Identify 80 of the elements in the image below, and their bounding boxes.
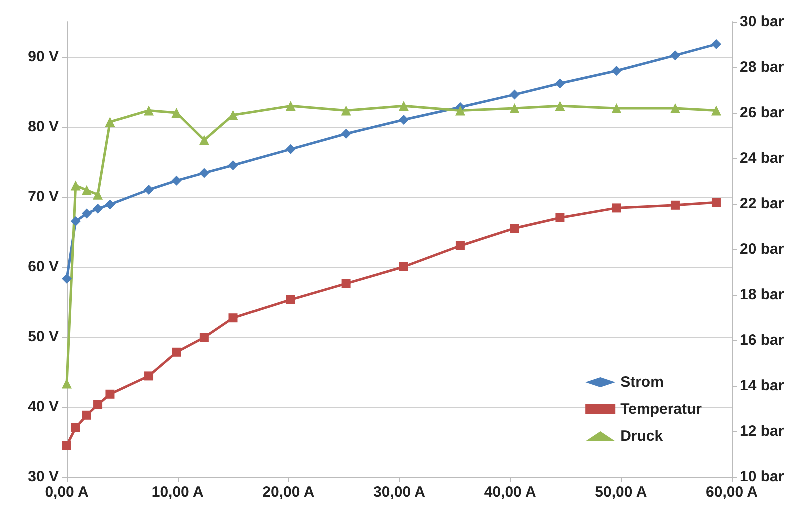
legend-label: Temperatur xyxy=(620,401,702,418)
y-tick-label: 30 V xyxy=(28,468,59,486)
point xyxy=(228,110,238,120)
y2-tick-label: 14 bar xyxy=(740,378,784,394)
point xyxy=(510,224,520,233)
point xyxy=(199,135,210,146)
point xyxy=(399,262,408,272)
y2-tick-label: 18 bar xyxy=(740,286,784,304)
y2-tick-label: 20 bar xyxy=(740,241,784,258)
x-tick-label: 50,00 A xyxy=(595,484,648,501)
point xyxy=(106,390,115,399)
y-tick-label: 50 V xyxy=(28,328,59,346)
x-tick-label: 60,00 A xyxy=(706,484,758,501)
y-tick-label: 90 V xyxy=(28,48,59,66)
y2-tick-label: 16 bar xyxy=(740,332,784,349)
point xyxy=(398,101,409,112)
y2-tick-label: 12 bar xyxy=(740,423,784,440)
point xyxy=(82,185,92,196)
point xyxy=(144,185,154,195)
y2-tick-label: 26 bar xyxy=(740,104,784,122)
point xyxy=(82,410,92,420)
point xyxy=(455,106,466,116)
point xyxy=(172,176,182,186)
point xyxy=(172,108,182,118)
point xyxy=(510,103,520,114)
point xyxy=(94,400,103,410)
point xyxy=(612,204,622,213)
point xyxy=(556,214,565,222)
point xyxy=(286,144,296,154)
y2-tick-label: 30 bar xyxy=(740,14,784,30)
x-tick-label: 10,00 A xyxy=(152,484,204,501)
point xyxy=(712,198,721,208)
point xyxy=(105,117,116,128)
y2-tick-label: 22 bar xyxy=(740,196,784,212)
point xyxy=(711,106,722,116)
point xyxy=(286,101,296,112)
point xyxy=(398,115,409,125)
point xyxy=(228,160,238,170)
point xyxy=(62,441,72,450)
y-tick-label: 70 V xyxy=(28,188,59,206)
x-tick-label: 30,00 A xyxy=(374,484,426,501)
point xyxy=(70,216,81,226)
point xyxy=(71,424,80,432)
point xyxy=(93,190,104,200)
point xyxy=(341,129,352,139)
y-tick-label: 80 V xyxy=(28,118,59,136)
point xyxy=(200,333,209,342)
y2-tick-label: 28 bar xyxy=(740,59,784,76)
point xyxy=(342,279,351,288)
point xyxy=(70,180,81,191)
y-tick-label: 40 V xyxy=(28,398,59,416)
point xyxy=(341,106,352,116)
point xyxy=(612,103,622,114)
point xyxy=(62,274,72,284)
point xyxy=(670,103,680,114)
point xyxy=(172,348,182,357)
point xyxy=(555,78,566,89)
point xyxy=(555,101,566,112)
point xyxy=(670,200,680,210)
point xyxy=(144,106,154,116)
point xyxy=(711,39,722,50)
y2-tick-label: 24 bar xyxy=(740,150,784,167)
point xyxy=(456,242,465,250)
x-tick-label: 20,00 A xyxy=(262,484,315,501)
y-tick-label: 60 V xyxy=(28,258,59,276)
legend-label: Strom xyxy=(620,374,664,391)
x-tick-label: 40,00 A xyxy=(484,484,536,501)
x-tick-label: 0,00 A xyxy=(45,484,89,501)
point xyxy=(228,314,238,323)
point xyxy=(199,168,210,178)
point xyxy=(612,66,622,76)
point xyxy=(93,204,104,214)
point xyxy=(105,200,116,210)
point xyxy=(144,372,154,381)
point xyxy=(510,90,520,100)
legend-label: Druck xyxy=(620,428,664,445)
point xyxy=(82,208,92,219)
point xyxy=(670,50,680,61)
point xyxy=(286,295,296,304)
y2-tick-label: 10 bar xyxy=(740,468,784,486)
